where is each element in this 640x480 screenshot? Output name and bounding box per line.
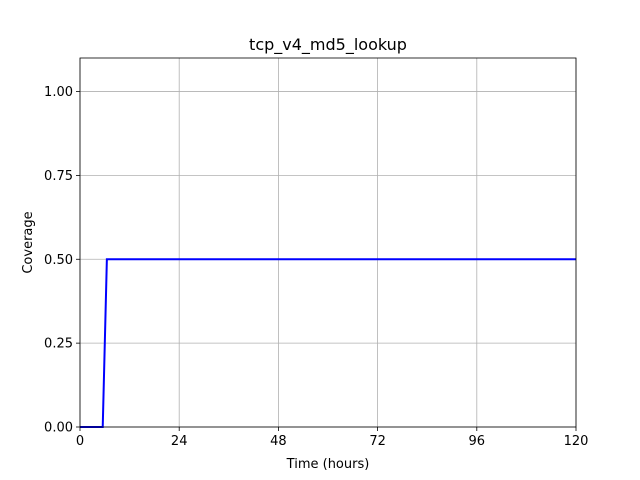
- plot-frame: [79, 57, 577, 428]
- y-tick-label: 0.00: [44, 421, 73, 436]
- tick-layer: 0 24 48 72 96 120 0.00 0.25 0.50 0.75 1.00: [44, 85, 588, 449]
- x-tick-label: 96: [469, 434, 486, 449]
- y-axis-label: Coverage: [21, 211, 36, 273]
- x-tick-label: 48: [270, 434, 287, 449]
- y-tick-label: 0.75: [44, 169, 73, 184]
- x-tick-label: 120: [564, 434, 589, 449]
- x-tick-label: 0: [76, 434, 84, 449]
- y-tick-label: 0.25: [44, 337, 73, 352]
- y-tick-label: 0.50: [44, 253, 73, 268]
- x-axis-label: Time (hours): [286, 457, 370, 472]
- x-tick-label: 72: [369, 434, 386, 449]
- x-tick-label: 24: [171, 434, 188, 449]
- chart-title: tcp_v4_md5_lookup: [249, 35, 407, 55]
- y-tick-label: 1.00: [44, 85, 73, 100]
